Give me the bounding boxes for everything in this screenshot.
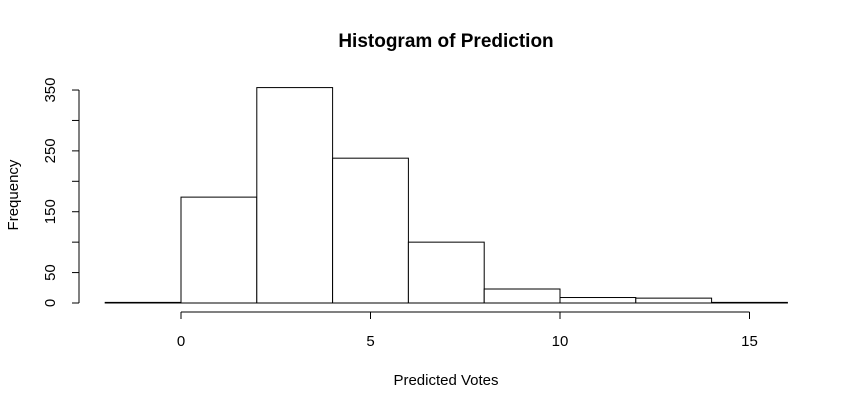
x-tick-label: 15 <box>741 333 758 350</box>
x-tick-label: 10 <box>552 333 569 350</box>
x-tick-label: 5 <box>366 333 374 350</box>
histogram-bar <box>332 157 409 304</box>
histogram-bar <box>180 196 258 304</box>
bars-group <box>104 87 788 304</box>
x-axis-label: Predicted Votes <box>393 372 498 389</box>
histogram-bar <box>635 297 713 304</box>
histogram-bar <box>104 301 182 304</box>
y-axis: 0 50 150 250 350 <box>42 78 80 307</box>
y-tick-label: 0 <box>42 299 59 307</box>
y-tick-label: 50 <box>42 264 59 281</box>
chart-title: Histogram of Prediction <box>338 31 553 52</box>
y-tick-label: 250 <box>42 138 59 163</box>
y-tick-label: 350 <box>42 78 59 103</box>
y-axis-label: Frequency <box>5 159 22 230</box>
histogram-bar <box>483 288 561 304</box>
histogram-bar <box>256 87 334 304</box>
x-axis: 0 5 10 15 <box>177 311 758 350</box>
x-tick-label: 0 <box>177 333 185 350</box>
histogram-bar <box>559 297 637 304</box>
histogram-bar <box>407 241 485 304</box>
histogram-bar <box>711 301 788 304</box>
y-tick-label: 150 <box>42 199 59 224</box>
